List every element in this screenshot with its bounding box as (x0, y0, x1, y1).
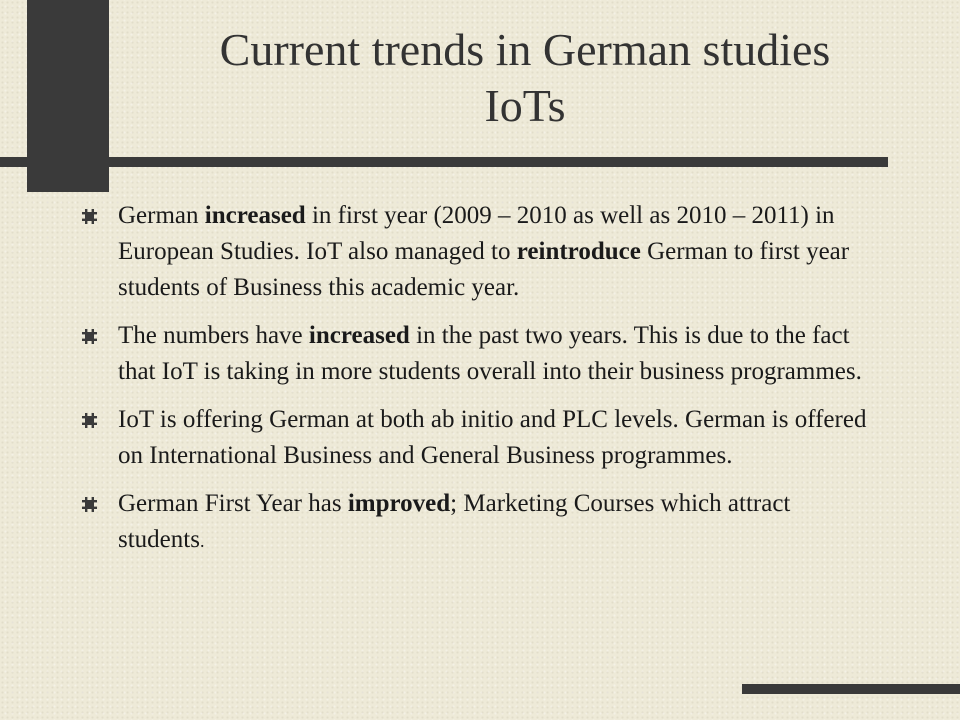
bullet-text: IoT is offering German at both ab initio… (118, 406, 867, 469)
hash-bullet-icon (82, 209, 97, 224)
slide-title-line-2: IoTs (484, 80, 566, 131)
hash-bullet-icon (82, 329, 97, 344)
bullet-item: German First Year has improved; Marketin… (82, 486, 882, 559)
bullet-text: German increased in first year (2009 – 2… (118, 202, 850, 301)
bullet-item: The numbers have increased in the past t… (82, 318, 882, 390)
bullet-item: IoT is offering German at both ab initio… (82, 402, 882, 474)
footer-divider-rule (742, 684, 960, 694)
slide-title-line-1: Current trends in German studies (219, 24, 831, 75)
bullet-item: German increased in first year (2009 – 2… (82, 198, 882, 306)
hash-bullet-icon (82, 497, 97, 512)
slide-title: Current trends in German studies IoTs (110, 22, 940, 134)
title-divider-rule (0, 157, 888, 167)
bullet-text: The numbers have increased in the past t… (118, 322, 862, 385)
hash-bullet-icon (82, 413, 97, 428)
bullet-text: German First Year has improved; Marketin… (118, 490, 791, 553)
bullet-list: German increased in first year (2009 – 2… (82, 198, 882, 571)
